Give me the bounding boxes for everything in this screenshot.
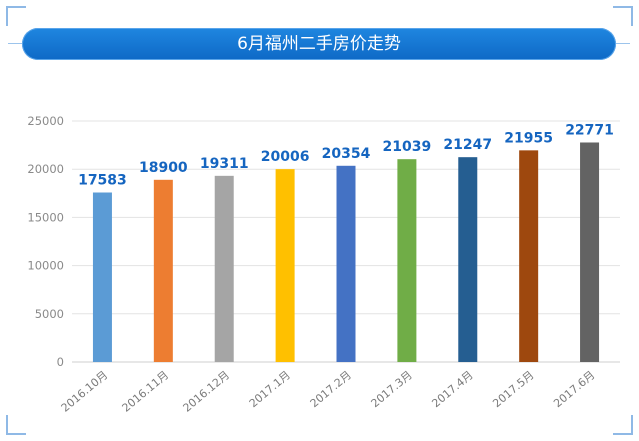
frame-corner-bottom-right [613, 415, 633, 435]
frame-corner-top-right [613, 6, 633, 26]
data-label-0: 17583 [78, 172, 127, 188]
frame-corner-top-left [6, 6, 26, 26]
x-tick-label-3: 2017.1月 [247, 368, 293, 410]
y-tick-label-1: 5000 [35, 307, 64, 321]
y-tick-label-5: 25000 [27, 114, 64, 128]
chart-title: 6月福州二手房价走势 [22, 28, 616, 60]
x-tick-label-5: 2017.3月 [369, 368, 415, 410]
y-tick-label-3: 15000 [27, 210, 64, 224]
bar-4 [336, 165, 356, 362]
data-label-7: 21955 [504, 130, 553, 146]
y-tick-label-0: 0 [57, 355, 64, 369]
data-label-4: 20354 [322, 146, 371, 162]
bar-8 [580, 142, 600, 362]
chart-frame [6, 6, 633, 435]
data-label-3: 20006 [261, 149, 310, 165]
frame-corner-bottom-left [6, 415, 26, 435]
bar-3 [275, 169, 295, 362]
x-tick-label-0: 2016.10月 [59, 368, 111, 414]
bar-6 [458, 157, 478, 362]
bar-1 [153, 179, 173, 362]
data-label-2: 19311 [200, 156, 249, 172]
y-tick-label-4: 20000 [27, 162, 64, 176]
x-tick-label-4: 2017.2月 [308, 368, 354, 410]
data-label-6: 21247 [443, 137, 492, 153]
bar-5 [397, 159, 417, 362]
y-tick-label-2: 10000 [27, 259, 64, 273]
x-tick-label-2: 2016.12月 [181, 368, 233, 414]
x-tick-label-6: 2017.4月 [429, 368, 475, 410]
bar-7 [519, 150, 539, 362]
x-tick-label-7: 2017.5月 [490, 368, 536, 410]
data-label-1: 18900 [139, 160, 188, 176]
data-label-5: 21039 [383, 139, 432, 155]
bar-0 [92, 192, 112, 362]
data-label-8: 22771 [565, 122, 614, 138]
bar-2 [214, 175, 234, 362]
x-tick-label-8: 2017.6月 [551, 368, 597, 410]
x-tick-label-1: 2016.11月 [120, 368, 172, 414]
